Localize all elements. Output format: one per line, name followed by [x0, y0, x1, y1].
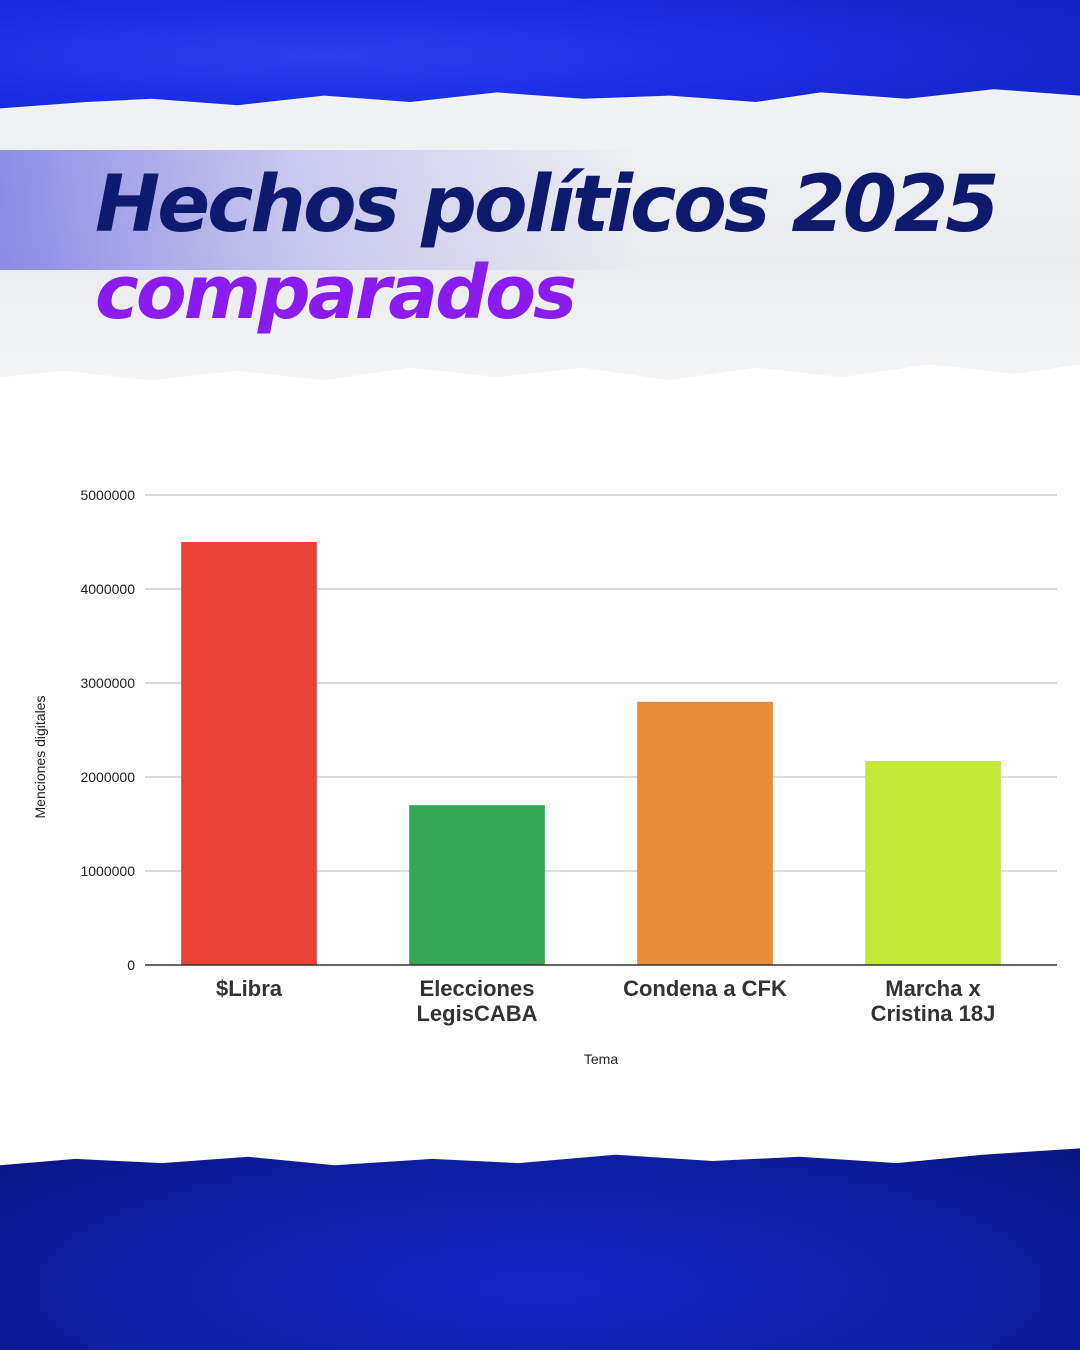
x-tick-label: Elecciones [420, 976, 535, 1001]
y-tick-label: 4000000 [80, 581, 135, 597]
x-axis-label: Tema [584, 1051, 618, 1067]
x-tick-label: $Libra [216, 976, 283, 1001]
bar-0 [181, 542, 317, 965]
x-tick-label: Cristina 18J [871, 1001, 996, 1026]
y-tick-label: 0 [127, 957, 135, 973]
chart-bars [181, 542, 1001, 965]
speckle-texture [0, 150, 640, 270]
bar-2 [637, 701, 773, 965]
bar-chart: 0 1000000 2000000 3000000 4000000 5000000 $Li… [32, 487, 1057, 1067]
page-subtitle: comparados [95, 250, 577, 336]
y-axis-ticks: 0 1000000 2000000 3000000 4000000 5000000 [80, 487, 135, 973]
page-title: Hechos políticos 2025 [95, 160, 1000, 250]
bottom-texture-band [0, 1148, 1080, 1350]
y-tick-label: 1000000 [80, 863, 135, 879]
y-tick-label: 2000000 [80, 769, 135, 785]
x-tick-label: Condena a CFK [623, 976, 787, 1001]
y-tick-label: 3000000 [80, 675, 135, 691]
x-tick-label: LegisCABA [416, 1001, 537, 1026]
y-axis-label: Menciones digitales [32, 696, 48, 819]
bar-3 [865, 761, 1001, 965]
bar-1 [409, 805, 545, 965]
y-tick-label: 5000000 [80, 487, 135, 503]
x-tick-label: Marcha x [885, 976, 981, 1001]
